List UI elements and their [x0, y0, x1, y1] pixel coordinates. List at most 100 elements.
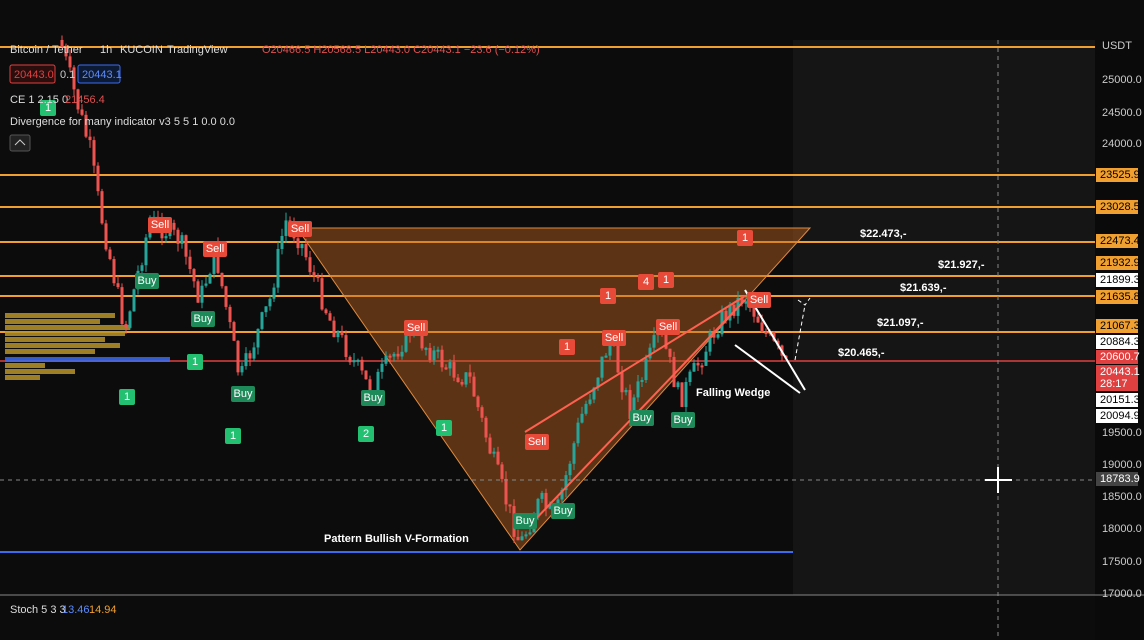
stoch-d: 14.94	[89, 604, 117, 616]
candle	[540, 492, 544, 499]
profile-bar	[5, 357, 170, 362]
signal-badge	[225, 428, 241, 444]
candle	[368, 379, 372, 396]
signal-badge	[361, 390, 385, 406]
candle	[324, 309, 328, 314]
signal-badge	[404, 320, 428, 336]
profile-bar	[5, 331, 125, 336]
signal-label: 1	[192, 356, 198, 368]
signal-label: Sell	[659, 321, 677, 333]
signal-label: Sell	[206, 243, 224, 255]
candle	[472, 376, 476, 397]
candle	[332, 320, 336, 338]
candle	[236, 340, 240, 373]
ask[interactable]: 20443.1	[82, 69, 122, 81]
arrow	[794, 297, 811, 361]
candle	[268, 298, 272, 307]
candle	[308, 257, 312, 273]
candle	[720, 310, 724, 335]
price-tag-label: 20443.1	[1100, 366, 1140, 378]
candle	[604, 355, 608, 358]
candle	[304, 244, 308, 258]
level-label: $22.473,-	[860, 228, 907, 240]
candle	[580, 413, 584, 423]
candle	[496, 451, 500, 465]
candle	[764, 331, 768, 334]
profile-bar	[5, 369, 75, 374]
candle	[140, 265, 144, 271]
candle	[360, 359, 364, 371]
signal-label: 1	[742, 232, 748, 244]
level-label: $20.465,-	[838, 347, 885, 359]
candle	[548, 504, 552, 509]
candle	[708, 331, 712, 352]
candle	[196, 281, 200, 303]
bid[interactable]: 20443.0	[14, 69, 54, 81]
bid-box[interactable]	[9, 64, 56, 84]
signal-badge	[525, 434, 549, 450]
ask-box[interactable]	[77, 64, 121, 84]
price-tag-label: 21899.3	[1100, 274, 1140, 286]
signal-badge	[119, 389, 135, 405]
cursor	[985, 467, 1012, 493]
candle	[180, 235, 184, 244]
candle	[208, 273, 212, 284]
candle	[644, 358, 648, 380]
candle	[384, 355, 388, 364]
price-label: 18000.0	[1102, 523, 1142, 535]
currency[interactable]: USDT	[1102, 40, 1132, 52]
signal-badge	[630, 410, 654, 426]
price-label: 25000.0	[1102, 74, 1142, 86]
signal-label: Sell	[407, 322, 425, 334]
candle	[584, 403, 588, 414]
candle	[608, 339, 612, 356]
signal-label: 2	[363, 428, 369, 440]
candle	[564, 475, 568, 491]
price-tag	[1096, 472, 1138, 486]
profile-bar	[5, 313, 115, 318]
candle	[428, 347, 432, 361]
price-tag	[1096, 393, 1138, 407]
candle	[752, 305, 756, 317]
signal-badge	[231, 386, 255, 402]
candle	[348, 356, 352, 363]
candle	[452, 362, 456, 378]
price-tag	[1096, 256, 1138, 270]
ce-label: CE 1 2.15 0	[10, 94, 68, 106]
price-tag-label: 20600.7	[1100, 351, 1140, 363]
profile-bar	[5, 325, 130, 330]
price-tag-label: 21932.9	[1100, 257, 1140, 269]
price-tag-label: 23028.5	[1100, 201, 1140, 213]
candle	[520, 536, 524, 541]
candle	[272, 287, 276, 299]
price-label: 19000.0	[1102, 459, 1142, 471]
collapse-button[interactable]	[9, 134, 31, 152]
candle	[756, 316, 760, 323]
candle	[484, 417, 488, 438]
candle	[204, 283, 208, 286]
candle	[316, 276, 320, 279]
candle	[200, 285, 204, 303]
symbol: Bitcoin / Tether	[10, 44, 83, 56]
signal-badge	[658, 272, 674, 288]
candle	[144, 237, 148, 266]
profile-bar	[5, 349, 95, 354]
candle	[544, 492, 548, 509]
signal-badge	[203, 241, 227, 257]
candle	[340, 331, 344, 336]
candle	[480, 407, 484, 418]
level-lines	[0, 46, 1095, 333]
signal-label: Sell	[750, 294, 768, 306]
chevron	[14, 139, 26, 146]
candle	[648, 347, 652, 359]
candle	[628, 390, 632, 419]
candle	[212, 244, 216, 274]
candle	[320, 278, 324, 310]
signal-badge	[187, 354, 203, 370]
candle	[420, 330, 424, 349]
candle	[692, 363, 696, 372]
candle	[296, 238, 300, 249]
price-tag-label: 28:17	[1100, 378, 1128, 390]
exchange: KUCOIN	[120, 44, 163, 56]
